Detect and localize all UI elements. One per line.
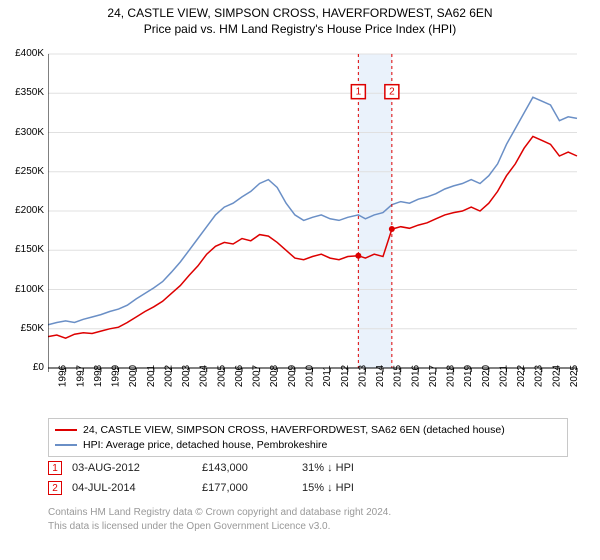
legend-row-series1: 24, CASTLE VIEW, SIMPSON CROSS, HAVERFOR… [55, 423, 561, 438]
legend-row-series2: HPI: Average price, detached house, Pemb… [55, 438, 561, 453]
svg-text:2022: 2022 [516, 364, 527, 387]
chart-container: 24, CASTLE VIEW, SIMPSON CROSS, HAVERFOR… [0, 0, 600, 560]
svg-text:2015: 2015 [393, 364, 404, 387]
svg-text:2008: 2008 [269, 364, 280, 387]
svg-text:2018: 2018 [446, 364, 457, 387]
sale-marker-1: 1 [48, 461, 62, 475]
attribution: Contains HM Land Registry data © Crown c… [48, 506, 391, 533]
svg-text:2007: 2007 [252, 364, 263, 387]
sale-price-2: £177,000 [202, 482, 292, 494]
y-tick-label: £300K [0, 127, 44, 138]
svg-text:2017: 2017 [428, 364, 439, 387]
svg-text:2005: 2005 [216, 364, 227, 387]
svg-text:2020: 2020 [481, 364, 492, 387]
svg-text:2002: 2002 [163, 364, 174, 387]
y-tick-label: £50K [0, 323, 44, 334]
svg-text:2010: 2010 [305, 364, 316, 387]
svg-text:2024: 2024 [551, 364, 562, 387]
svg-text:2003: 2003 [181, 364, 192, 387]
svg-text:1999: 1999 [111, 364, 122, 387]
legend-swatch-price-paid [55, 429, 77, 431]
sale-diff-1: 31% ↓ HPI [302, 462, 382, 474]
sale-date-2: 04-JUL-2014 [72, 482, 192, 494]
svg-text:2016: 2016 [410, 364, 421, 387]
sales-table: 1 03-AUG-2012 £143,000 31% ↓ HPI 2 04-JU… [48, 458, 382, 498]
svg-text:2019: 2019 [463, 364, 474, 387]
y-tick-label: £0 [0, 362, 44, 373]
title-address: 24, CASTLE VIEW, SIMPSON CROSS, HAVERFOR… [0, 6, 600, 22]
legend-label-hpi: HPI: Average price, detached house, Pemb… [83, 438, 327, 453]
titles: 24, CASTLE VIEW, SIMPSON CROSS, HAVERFOR… [0, 0, 600, 37]
attribution-line-1: Contains HM Land Registry data © Crown c… [48, 506, 391, 520]
attribution-line-2: This data is licensed under the Open Gov… [48, 520, 391, 534]
sale-diff-2: 15% ↓ HPI [302, 482, 382, 494]
chart-svg: 1 2 1995 1996 1997 1998 1999 2000 2001 2002 2003 20… [48, 48, 583, 408]
svg-text:2006: 2006 [234, 364, 245, 387]
sale-marker-2: 2 [48, 481, 62, 495]
svg-text:2: 2 [389, 87, 395, 98]
svg-text:2012: 2012 [340, 364, 351, 387]
svg-text:2023: 2023 [534, 364, 545, 387]
svg-text:2001: 2001 [146, 364, 157, 387]
svg-text:1: 1 [356, 87, 362, 98]
svg-text:2000: 2000 [128, 364, 139, 387]
sale-price-1: £143,000 [202, 462, 292, 474]
svg-text:2025: 2025 [569, 364, 580, 387]
sale-date-1: 03-AUG-2012 [72, 462, 192, 474]
svg-text:1998: 1998 [93, 364, 104, 387]
svg-text:1997: 1997 [75, 364, 86, 387]
chart-area: 1 2 1995 1996 1997 1998 1999 2000 2001 2002 2003 20… [48, 48, 583, 408]
legend: 24, CASTLE VIEW, SIMPSON CROSS, HAVERFOR… [48, 418, 568, 457]
svg-text:2014: 2014 [375, 364, 386, 387]
svg-text:2004: 2004 [199, 364, 210, 387]
legend-swatch-hpi [55, 444, 77, 446]
svg-text:2021: 2021 [498, 364, 509, 387]
y-tick-label: £350K [0, 87, 44, 98]
legend-label-price-paid: 24, CASTLE VIEW, SIMPSON CROSS, HAVERFOR… [83, 423, 505, 438]
svg-text:1996: 1996 [58, 364, 69, 387]
svg-text:2013: 2013 [357, 364, 368, 387]
y-tick-label: £200K [0, 205, 44, 216]
y-tick-label: £100K [0, 284, 44, 295]
y-tick-label: £400K [0, 48, 44, 59]
y-tick-label: £150K [0, 244, 44, 255]
svg-text:2009: 2009 [287, 364, 298, 387]
sale-row-2: 2 04-JUL-2014 £177,000 15% ↓ HPI [48, 478, 382, 498]
y-tick-label: £250K [0, 166, 44, 177]
svg-text:1995: 1995 [48, 364, 51, 387]
svg-text:2011: 2011 [322, 365, 333, 387]
sale-row-1: 1 03-AUG-2012 £143,000 31% ↓ HPI [48, 458, 382, 478]
title-subtitle: Price paid vs. HM Land Registry's House … [0, 22, 600, 38]
